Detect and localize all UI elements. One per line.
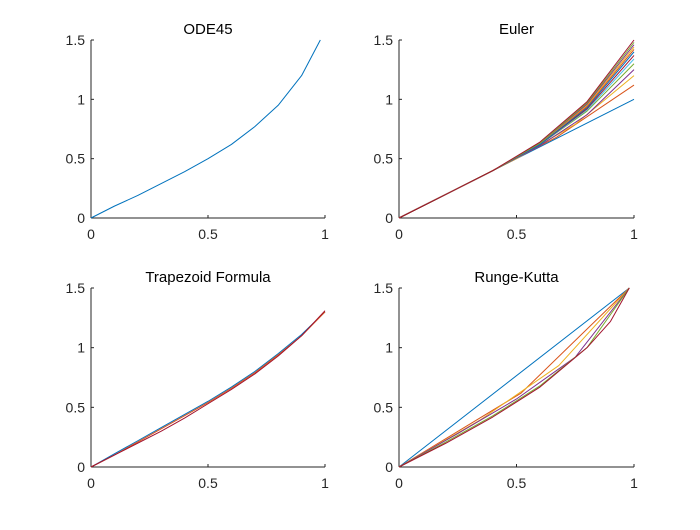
series-line — [398, 46, 635, 219]
series-line — [90, 310, 326, 468]
series-line — [90, 311, 326, 468]
y-tick-label: 1 — [385, 340, 393, 356]
series-line — [398, 44, 635, 219]
y-tick-label: 1 — [77, 91, 85, 107]
series-line — [90, 311, 326, 468]
y-tick-label: 1 — [385, 91, 393, 107]
y-tick-label: 0 — [385, 459, 393, 475]
y-tick-label: 0 — [77, 210, 85, 226]
chart-panel: 0 0.5 1 1.5 0 0.5 1 Euler — [374, 21, 639, 242]
series-line — [398, 58, 635, 219]
series-line — [398, 49, 635, 219]
x-tick-label: 0 — [87, 475, 95, 491]
series-line — [398, 287, 630, 468]
x-tick-label: 0 — [87, 226, 95, 242]
x-tick-label: 0 — [395, 226, 403, 242]
series-line — [398, 287, 630, 468]
y-tick-label: 1.5 — [374, 280, 394, 296]
x-tick-label: 1 — [630, 226, 638, 242]
series-line — [90, 39, 321, 219]
chart-panel: 0 0.5 1 1.5 0 0.5 1 ODE45 — [66, 21, 330, 242]
chart-title: Runge-Kutta — [474, 269, 559, 286]
y-tick-label: 1.5 — [66, 280, 86, 296]
series-line — [398, 287, 630, 468]
chart-panel: 0 0.5 1 1.5 0 0.5 1 Runge-Kutta — [374, 269, 639, 491]
y-tick-label: 1.5 — [374, 32, 394, 48]
y-tick-label: 0.5 — [66, 151, 86, 167]
series-line — [398, 287, 630, 468]
chart-title: ODE45 — [183, 21, 232, 38]
y-tick-label: 1 — [77, 340, 85, 356]
series-line — [398, 39, 635, 219]
x-tick-label: 0.5 — [198, 475, 218, 491]
series-line — [398, 42, 635, 219]
y-tick-label: 0.5 — [374, 399, 394, 415]
chart-title: Trapezoid Formula — [145, 269, 271, 286]
x-tick-label: 1 — [321, 226, 329, 242]
series-line — [398, 287, 630, 468]
x-tick-label: 0.5 — [507, 475, 527, 491]
y-tick-label: 0 — [385, 210, 393, 226]
chart-panel: 0 0.5 1 1.5 0 0.5 1 Trapezoid Formula — [66, 269, 330, 491]
x-tick-label: 0 — [395, 475, 403, 491]
x-tick-label: 1 — [630, 475, 638, 491]
x-tick-label: 0.5 — [198, 226, 218, 242]
y-tick-label: 0.5 — [374, 151, 394, 167]
series-line — [398, 55, 635, 219]
chart-title: Euler — [499, 21, 534, 38]
y-tick-label: 1.5 — [66, 32, 86, 48]
y-tick-label: 0 — [77, 459, 85, 475]
x-tick-label: 1 — [321, 475, 329, 491]
x-tick-label: 0.5 — [507, 226, 527, 242]
series-line — [398, 51, 635, 219]
y-tick-label: 0.5 — [66, 399, 86, 415]
